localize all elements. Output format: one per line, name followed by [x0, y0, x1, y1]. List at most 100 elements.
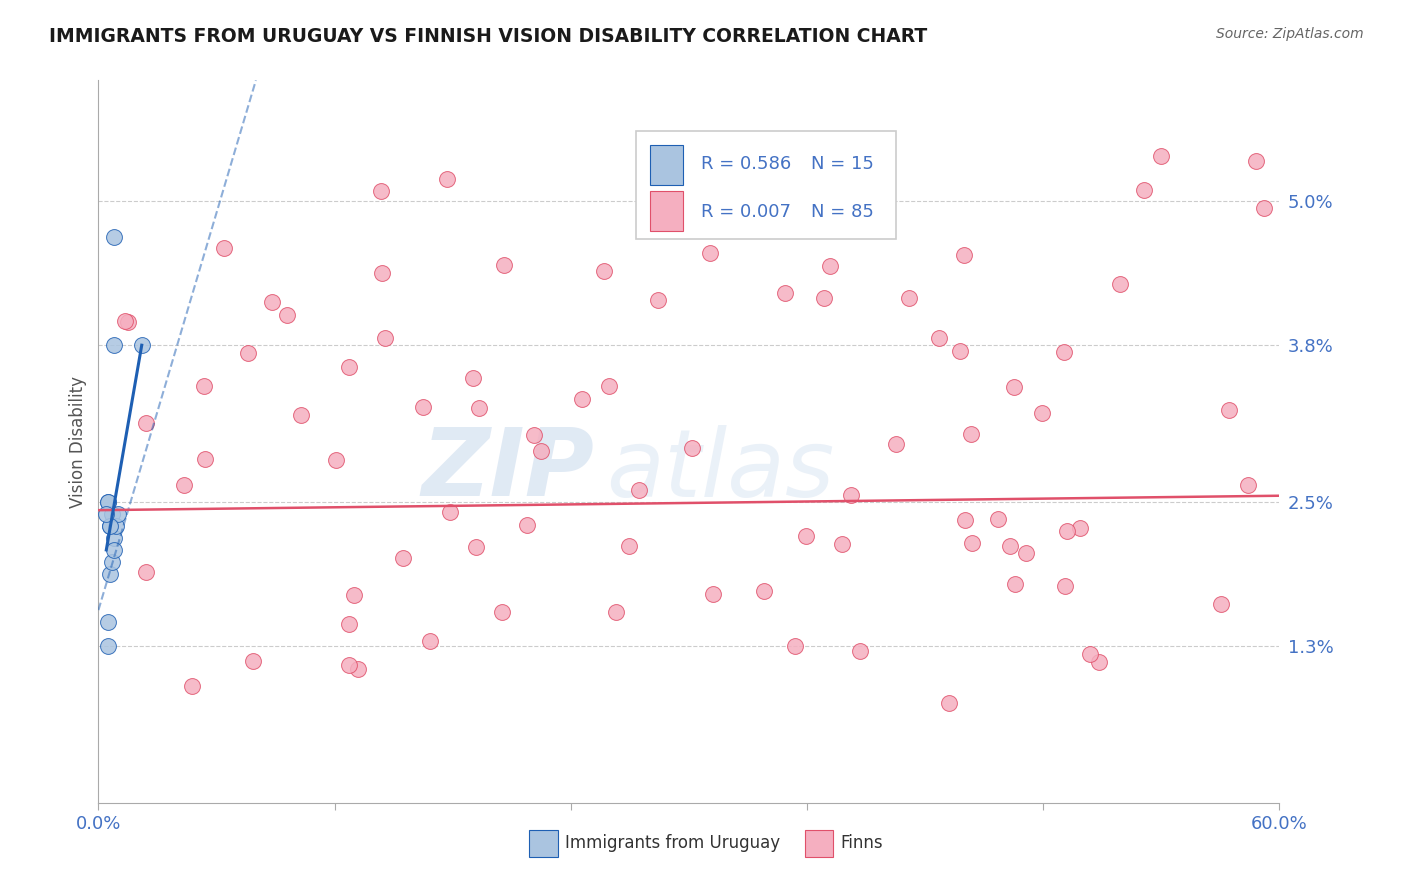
Point [702, 587, 724, 601]
Point [818, 259, 841, 273]
FancyBboxPatch shape [636, 131, 896, 239]
Point [831, 537, 853, 551]
Point [647, 293, 669, 307]
Point [1209, 597, 1232, 611]
Text: R = 0.586: R = 0.586 [700, 155, 792, 173]
Point [242, 654, 264, 668]
Point [1246, 153, 1268, 168]
Point [953, 248, 976, 262]
Y-axis label: Vision Disability: Vision Disability [69, 376, 87, 508]
Point [593, 264, 616, 278]
Bar [650, 145, 683, 185]
Point [180, 679, 202, 693]
Point [897, 291, 920, 305]
Point [276, 308, 298, 322]
Point [841, 488, 863, 502]
Point [370, 266, 392, 280]
Point [1053, 345, 1076, 359]
Point [290, 408, 312, 422]
Point [1054, 579, 1077, 593]
Point [849, 644, 872, 658]
Point [949, 343, 972, 358]
Point [775, 285, 797, 300]
Point [236, 346, 259, 360]
Bar [650, 191, 683, 230]
Point [1218, 403, 1240, 417]
Point [135, 416, 157, 430]
Text: R = 0.007: R = 0.007 [700, 202, 790, 221]
Point [101, 507, 124, 521]
Point [103, 531, 125, 545]
Point [461, 371, 484, 385]
Point [794, 529, 817, 543]
Point [928, 331, 950, 345]
Point [343, 588, 366, 602]
Point [107, 507, 129, 521]
Text: atlas: atlas [606, 425, 835, 516]
Point [436, 171, 458, 186]
Text: IMMIGRANTS FROM URUGUAY VS FINNISH VISION DISABILITY CORRELATION CHART: IMMIGRANTS FROM URUGUAY VS FINNISH VISIO… [49, 27, 928, 45]
Point [1253, 201, 1275, 215]
Point [1000, 539, 1022, 553]
Point [1069, 521, 1091, 535]
Point [494, 258, 516, 272]
Text: Immigrants from Uruguay: Immigrants from Uruguay [565, 834, 780, 852]
Point [337, 359, 360, 374]
Point [212, 241, 235, 255]
Point [135, 565, 157, 579]
Point [1078, 648, 1101, 662]
Text: N = 85: N = 85 [811, 202, 873, 221]
Point [105, 518, 128, 533]
Point [98, 567, 121, 582]
Bar [804, 830, 832, 857]
Point [1002, 379, 1025, 393]
Point [439, 505, 461, 519]
Point [1031, 406, 1053, 420]
Point [699, 246, 721, 260]
Point [530, 443, 553, 458]
Point [938, 696, 960, 710]
Point [131, 338, 153, 352]
Point [374, 330, 396, 344]
Point [173, 478, 195, 492]
Point [114, 314, 136, 328]
Point [1109, 277, 1132, 291]
Text: Finns: Finns [841, 834, 883, 852]
Point [598, 379, 620, 393]
Point [97, 494, 120, 508]
Point [986, 512, 1008, 526]
Point [103, 230, 125, 244]
Point [97, 615, 120, 630]
Point [752, 584, 775, 599]
Point [1015, 545, 1038, 559]
Point [652, 222, 675, 236]
Point [370, 184, 392, 198]
Point [412, 400, 434, 414]
Point [960, 536, 983, 550]
Point [959, 426, 981, 441]
Point [260, 294, 283, 309]
Point [392, 551, 415, 566]
Point [193, 379, 215, 393]
Point [464, 541, 486, 555]
Text: N = 15: N = 15 [811, 155, 873, 173]
Point [1133, 183, 1156, 197]
Point [785, 639, 807, 653]
Point [325, 453, 347, 467]
Point [419, 633, 441, 648]
Point [516, 518, 538, 533]
Point [605, 605, 627, 619]
Point [813, 291, 835, 305]
Point [1150, 149, 1173, 163]
Point [103, 338, 125, 352]
Point [97, 639, 120, 653]
Point [194, 451, 217, 466]
Point [468, 401, 491, 415]
Bar [530, 830, 558, 857]
Point [523, 428, 546, 442]
Point [1004, 577, 1026, 591]
Text: Source: ZipAtlas.com: Source: ZipAtlas.com [1216, 27, 1364, 41]
Point [953, 513, 976, 527]
Point [617, 539, 640, 553]
Point [117, 314, 139, 328]
